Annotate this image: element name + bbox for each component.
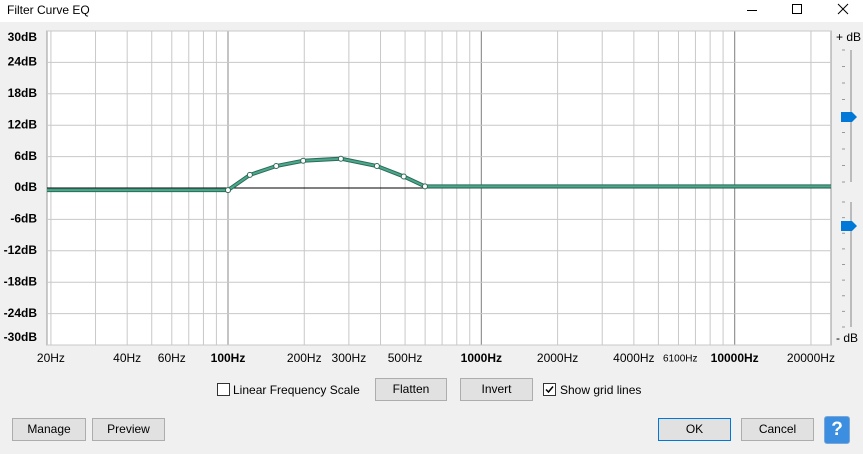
button[interactable]: Flatten [375,378,447,401]
control-point[interactable] [373,163,380,170]
y-tick-label: 18dB [8,86,38,100]
y-tick-label: 6dB [14,149,37,163]
help-button[interactable]: ? [824,416,850,444]
x-tick-label: 1000Hz [461,351,502,365]
x-tick-label: 20Hz [37,351,65,365]
checkbox[interactable] [543,383,556,396]
button[interactable]: OK [658,418,731,441]
y-tick-label: -12dB [4,243,38,257]
button[interactable]: Invert [460,378,533,401]
slider-label: - dB [836,331,858,345]
y-tick-label: -18dB [4,274,38,288]
x-tick-label: 100Hz [211,351,246,365]
x-tick-label: 2000Hz [537,351,578,365]
chart: 20Hz 40Hz 60Hz 100Hz 200Hz 300Hz 500Hz 1000Hz 20… [4,30,861,365]
y-tick-label: -24dB [4,306,38,320]
title-bar [0,0,863,22]
slider-thumb[interactable] [841,221,857,231]
button[interactable]: Preview [92,418,165,441]
checkbox-label: Linear Frequency Scale [233,383,360,397]
control-point[interactable] [337,155,344,162]
control-point[interactable] [300,157,307,164]
x-tick-label: 200Hz [287,351,322,365]
control-point[interactable] [400,173,407,180]
control-point[interactable] [246,171,253,178]
x-tick-label: 4000Hz [613,351,654,365]
y-tick-label: -6dB [10,212,37,226]
control-point[interactable] [224,187,231,194]
x-tick-label: 20000Hz [787,351,835,365]
y-tick-label: 0dB [14,180,37,194]
x-tick-label: 500Hz [388,351,423,365]
y-tick-label: 24dB [8,55,38,69]
window-title: Filter Curve EQ [7,3,90,17]
y-tick-label: 30dB [8,30,38,44]
y-tick-label: 12dB [8,117,38,131]
slider-thumb[interactable] [841,112,857,122]
checkbox-label: Show grid lines [560,383,642,397]
check-mark [545,386,554,394]
y-tick-label: -30dB [4,330,38,344]
x-tick-label: 6100Hz [663,354,697,365]
control-point[interactable] [421,183,428,190]
button[interactable]: Cancel [741,418,814,441]
window-buttons[interactable] [735,0,863,22]
eq-curve [47,157,831,192]
button[interactable]: Manage [12,418,86,441]
control-point[interactable] [273,163,280,170]
checkbox[interactable] [217,383,230,396]
slider-label: + dB [836,30,861,44]
x-tick-label: 60Hz [158,351,186,365]
x-tick-label: 300Hz [332,351,367,365]
x-tick-label: 10000Hz [711,351,759,365]
x-tick-label: 40Hz [113,351,141,365]
